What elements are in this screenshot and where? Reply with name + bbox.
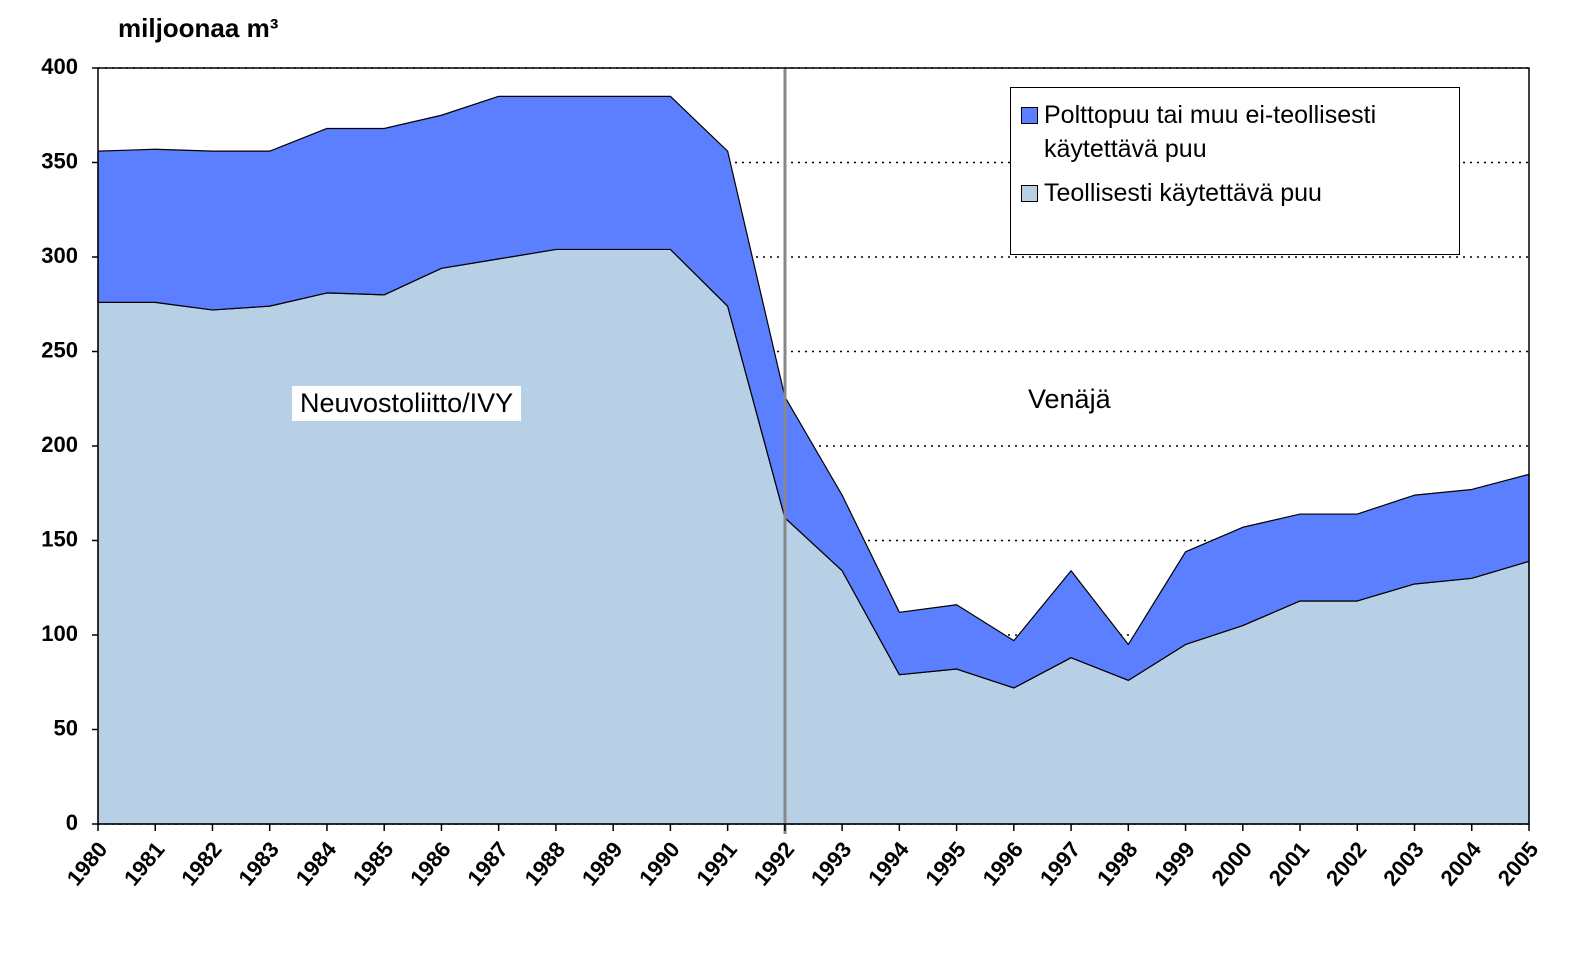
x-tick-label: 1988 — [520, 837, 571, 891]
x-tick-label: 1990 — [634, 837, 685, 891]
plot-frame — [97, 67, 1530, 825]
x-tick-label: 1985 — [348, 837, 399, 891]
legend-label: Teollisesti käytettävä puu — [1044, 179, 1322, 207]
x-tick-label: 1995 — [920, 837, 971, 891]
legend-label: Polttopuu tai muu ei-teollisesti käytett… — [1044, 101, 1377, 163]
x-tick-label: 2005 — [1493, 837, 1544, 891]
x-tick-label: 1993 — [806, 837, 857, 891]
y-tick-label: 300 — [41, 243, 78, 268]
legend-entry: Teollisesti käytettävä puu — [1021, 176, 1449, 210]
x-tick-label: 1989 — [577, 837, 628, 891]
y-tick-label: 250 — [41, 337, 78, 362]
x-tick-label: 2001 — [1264, 837, 1315, 891]
y-tick-label: 400 — [41, 54, 78, 79]
y-tick-label: 150 — [41, 526, 78, 551]
y-tick-label: 50 — [54, 715, 78, 740]
y-tick-label: 200 — [41, 432, 78, 457]
x-tick-label: 1983 — [233, 837, 284, 891]
x-tick-label: 1996 — [978, 837, 1029, 891]
x-tick-label: 1987 — [462, 837, 513, 891]
x-tick-label: 1999 — [1149, 837, 1200, 891]
legend-swatch — [1021, 107, 1038, 124]
x-tick-label: 1992 — [749, 837, 800, 891]
x-tick-label: 1984 — [291, 836, 342, 890]
annotation: Neuvostoliitto/IVY — [292, 386, 522, 421]
x-tick-label: 1998 — [1092, 837, 1143, 891]
x-tick-label: 1986 — [405, 837, 456, 891]
x-tick-label: 1982 — [176, 837, 227, 891]
x-tick-label: 1991 — [691, 837, 742, 891]
x-tick-label: 1980 — [62, 837, 113, 891]
legend-entry: Polttopuu tai muu ei-teollisesti käytett… — [1021, 98, 1449, 166]
x-tick-label: 1997 — [1035, 837, 1086, 891]
legend-swatch — [1021, 185, 1038, 202]
x-tick-label: 2000 — [1206, 837, 1257, 891]
y-axis-label: miljoonaa m³ — [118, 13, 279, 43]
x-tick-label: 2004 — [1435, 836, 1486, 890]
x-tick-label: 2003 — [1378, 837, 1429, 891]
y-tick-label: 100 — [41, 621, 78, 646]
x-tick-label: 2002 — [1321, 837, 1372, 891]
y-tick-label: 350 — [41, 148, 78, 173]
y-tick-label: 0 — [66, 810, 78, 835]
annotation: Venäjä — [1020, 382, 1119, 417]
x-tick-label: 1994 — [863, 836, 914, 890]
legend: Polttopuu tai muu ei-teollisesti käytett… — [1010, 87, 1460, 255]
x-tick-label: 1981 — [119, 837, 170, 891]
